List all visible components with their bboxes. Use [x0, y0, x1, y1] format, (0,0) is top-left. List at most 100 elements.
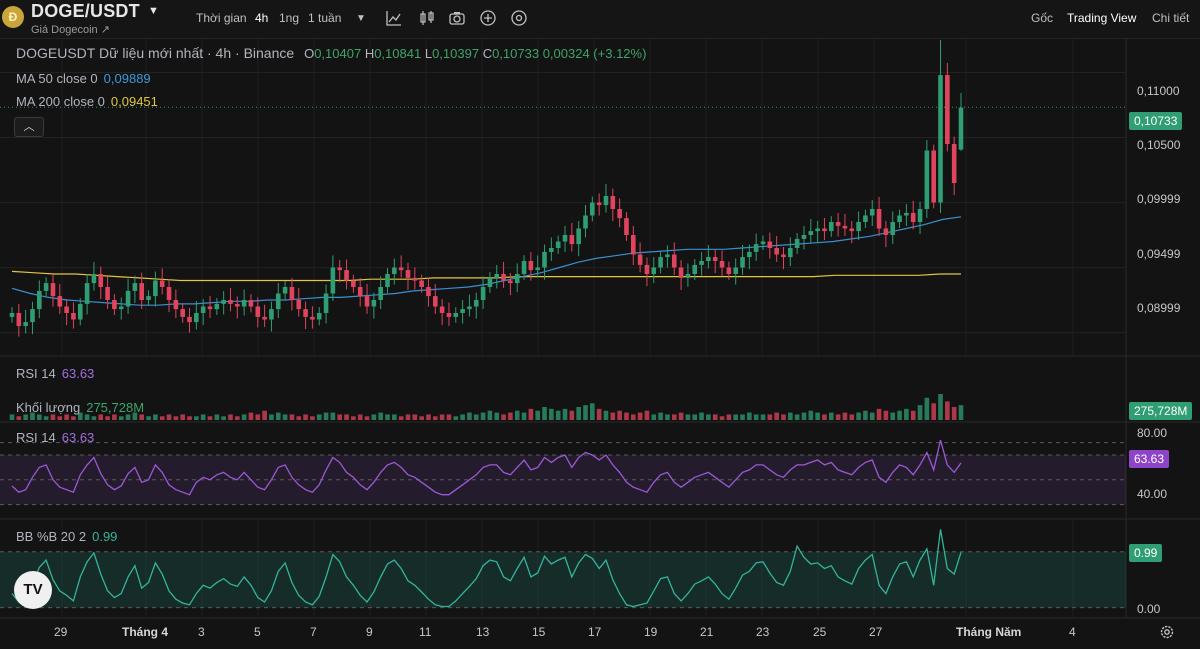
- candle-body: [378, 287, 383, 300]
- tab-tradingview[interactable]: Trading View: [1067, 11, 1137, 25]
- legend-bb: BB %B 20 2 0.99: [16, 529, 117, 544]
- volume-bar: [303, 414, 308, 420]
- volume-bar: [924, 397, 930, 420]
- plus-circle-icon[interactable]: [479, 9, 497, 27]
- x-tick: 23: [756, 625, 770, 639]
- volume-value: 275,728M: [86, 400, 145, 415]
- volume-bar: [446, 414, 452, 420]
- candle-body: [828, 222, 834, 232]
- price-tick: 0,10500: [1137, 138, 1181, 152]
- volume-bar: [214, 414, 220, 420]
- candle-body: [453, 313, 459, 317]
- legend-change: 0,00324 (+3.12%): [542, 46, 647, 61]
- candle-body: [323, 293, 329, 313]
- candle-body: [808, 231, 814, 235]
- tradingview-logo-icon[interactable]: TV: [14, 571, 52, 609]
- volume-bar: [822, 414, 827, 420]
- volume-bar: [603, 410, 609, 420]
- volume-bar: [241, 414, 247, 420]
- volume-bar: [555, 410, 561, 420]
- volume-bar: [487, 410, 493, 420]
- bb-tick: 0.00: [1137, 602, 1161, 616]
- volume-bar: [514, 410, 520, 420]
- candle-body: [310, 316, 315, 320]
- settings-circle-icon[interactable]: [510, 9, 528, 27]
- volume-bar: [132, 412, 138, 420]
- volume-bar: [357, 414, 363, 420]
- candle-body: [282, 287, 288, 294]
- candle-body: [555, 241, 561, 248]
- collapse-legend-chevron-up-icon[interactable]: ︿: [14, 117, 44, 137]
- volume-bar: [378, 412, 383, 420]
- legend-open-key: O: [304, 46, 315, 61]
- candle-body: [712, 257, 718, 261]
- candle-body: [357, 287, 363, 297]
- candle-body: [371, 300, 377, 307]
- volume-bar: [275, 412, 281, 420]
- interval-4h-button[interactable]: 4h: [255, 11, 269, 25]
- candle-body: [842, 225, 848, 229]
- dogecoin-price-link[interactable]: Giá Dogecoin ↗: [31, 24, 110, 36]
- symbol-dropdown-caret-icon[interactable]: ▼: [148, 5, 159, 17]
- volume-bar: [760, 414, 766, 420]
- candle-body: [316, 313, 322, 320]
- candle-body: [788, 248, 793, 258]
- x-tick: 9: [366, 625, 373, 639]
- volume-bar: [351, 416, 356, 420]
- candle-body: [91, 274, 97, 284]
- top-bar: Ð DOGE/USDT ▼ Giá Dogecoin ↗ Thời gian 4…: [0, 0, 1200, 39]
- legend-low: 0,10397: [432, 46, 480, 61]
- volume-bar: [842, 412, 848, 420]
- volume-bar: [501, 414, 506, 420]
- candles-icon[interactable]: [418, 9, 436, 27]
- tab-original[interactable]: Gốc: [1031, 11, 1054, 25]
- interval-1d-button[interactable]: 1ng: [279, 11, 300, 25]
- candle-body: [658, 257, 663, 268]
- volume-bar: [781, 414, 786, 420]
- volume-bar: [426, 414, 431, 420]
- candle-body: [439, 306, 445, 313]
- candle-body: [364, 296, 370, 307]
- volume-bar: [521, 412, 527, 420]
- candle-body: [938, 75, 943, 203]
- volume-bar: [569, 410, 575, 420]
- volume-bar: [84, 414, 90, 420]
- volume-bar: [617, 410, 622, 420]
- volume-bar: [77, 412, 83, 420]
- volume-bar: [323, 412, 329, 420]
- candle-body: [590, 202, 595, 216]
- interval-1w-button[interactable]: 1 tuần: [308, 11, 342, 25]
- volume-bar: [194, 416, 199, 420]
- line-chart-icon[interactable]: [385, 9, 403, 27]
- legend-title: DOGEUSDT Dữ liệu mới nhất · 4h · Binance: [16, 45, 295, 61]
- volume-bar: [576, 407, 581, 420]
- volume-bar: [296, 416, 302, 420]
- candle-body: [84, 283, 90, 304]
- volume-bar: [651, 414, 657, 420]
- camera-icon[interactable]: [448, 9, 466, 27]
- chart-settings-gear-icon[interactable]: [1159, 624, 1175, 640]
- candle-body: [630, 235, 636, 255]
- symbol-title[interactable]: DOGE/USDT: [31, 1, 140, 21]
- volume-bar: [200, 414, 206, 420]
- volume-bar: [610, 412, 616, 420]
- x-tick: 21: [700, 625, 714, 639]
- candle-body: [904, 212, 909, 216]
- volume-bar: [747, 412, 752, 420]
- price-tick: 0,11000: [1137, 84, 1180, 98]
- x-tick: 29: [54, 625, 68, 639]
- candle-body: [57, 296, 63, 307]
- volume-bar: [235, 416, 240, 420]
- candle-body: [77, 303, 83, 320]
- tab-details[interactable]: Chi tiết: [1152, 11, 1190, 25]
- volume-bar: [112, 414, 117, 420]
- candle-body: [603, 196, 609, 206]
- candle-body: [118, 306, 124, 310]
- volume-bar: [767, 414, 773, 420]
- interval-dropdown-chevron-down-icon[interactable]: ▼: [356, 13, 366, 24]
- volume-bar: [105, 416, 110, 420]
- volume-bar: [166, 414, 172, 420]
- legend-high-key: H: [364, 46, 375, 61]
- candle-body: [153, 280, 158, 297]
